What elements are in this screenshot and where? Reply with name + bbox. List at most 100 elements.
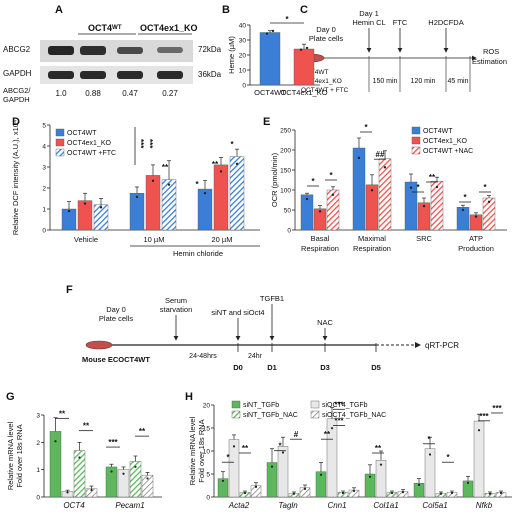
data-point xyxy=(305,46,309,50)
starvation-label: starvation xyxy=(160,305,193,314)
bar xyxy=(161,179,177,231)
time-150: 150 min xyxy=(373,78,398,85)
sig-label: * xyxy=(226,453,230,462)
x-tick-label: Production xyxy=(458,244,494,253)
band-abcg2-3 xyxy=(117,47,143,54)
y-tick-label: 200 xyxy=(280,148,291,155)
span2-label: 24hr xyxy=(248,353,263,360)
data-point xyxy=(99,206,103,209)
group-ko-label: OCT4ex1_KO xyxy=(140,23,198,33)
x-tick-label: OCT4 xyxy=(63,501,85,510)
sig-label: * xyxy=(329,171,333,180)
x-tick-label: Pecam1 xyxy=(115,501,144,510)
sig-label: *** xyxy=(479,412,489,421)
data-point xyxy=(401,491,405,494)
data-point xyxy=(488,492,492,495)
data-point xyxy=(203,191,207,195)
span1-label: 24-48hrs xyxy=(189,353,217,360)
sig-label: * xyxy=(483,183,487,192)
x-tick-label: ATP xyxy=(469,234,483,243)
ratio-label-line2: GAPDH xyxy=(3,95,30,104)
data-point xyxy=(254,485,258,488)
bar xyxy=(404,181,418,231)
x-tick-label: Col1a1 xyxy=(373,501,398,510)
bar xyxy=(293,48,315,86)
y-axis-label: Fold over 18s RNA xyxy=(15,424,24,487)
data-point xyxy=(265,32,269,35)
panel-letter: G xyxy=(6,391,15,403)
sig-label: * xyxy=(463,193,467,202)
bar xyxy=(213,164,229,231)
data-point xyxy=(243,491,247,495)
y-axis-label: Relative DCF intensity (A.U.), x10⁴ xyxy=(11,120,20,235)
sig-label: ** xyxy=(242,444,249,453)
data-point xyxy=(450,491,454,495)
y-tick-label: 30 xyxy=(239,38,247,45)
ratio-1: 1.0 xyxy=(55,89,67,98)
time-45: 45 min xyxy=(447,78,468,85)
band-gapdh-3 xyxy=(117,71,143,79)
bar xyxy=(197,188,213,231)
data-point xyxy=(331,193,335,196)
sig-label: * xyxy=(446,453,450,462)
data-point xyxy=(370,189,374,192)
data-point xyxy=(270,465,274,468)
x-tick-label: Nfkb xyxy=(476,501,493,510)
y-axis-label: Relative mRNA level xyxy=(188,416,197,485)
day0-label: Day 0 xyxy=(106,305,126,314)
data-point xyxy=(232,445,236,448)
sig-label: ** xyxy=(162,163,169,172)
band-abcg2-2 xyxy=(80,46,106,55)
data-point xyxy=(235,162,239,166)
qrt-label: qRT-PCR xyxy=(425,341,459,350)
legend-label: siOCT4_TGFb xyxy=(322,402,368,409)
data-point xyxy=(292,492,296,495)
y-tick-label: 2 xyxy=(36,440,40,447)
x-tick-label: 20 µM xyxy=(212,235,233,244)
legend-label: OCT4WT xyxy=(423,128,453,135)
dish-icon xyxy=(85,340,113,350)
chart-h: 0 5 10 15 20 H Relative mRNA level Fold over 18… xyxy=(185,391,512,510)
legend-swatch xyxy=(55,128,65,137)
data-point xyxy=(110,470,113,473)
data-point xyxy=(122,472,125,475)
sig-label: * xyxy=(278,442,282,451)
band-gapdh-4 xyxy=(157,71,183,79)
sig-label: * xyxy=(311,177,315,186)
sig-label: # xyxy=(294,430,299,439)
x-group-label: Hemin chloride xyxy=(173,249,223,258)
day-d5: D5 xyxy=(371,363,381,372)
sig-label: *** xyxy=(492,404,502,413)
x-tick-label: OCT4ex1_KO xyxy=(280,88,327,97)
data-point xyxy=(67,209,71,213)
panel-letter: A xyxy=(55,4,63,16)
sig-label: ** xyxy=(139,427,146,436)
sig-label: *** xyxy=(334,400,344,409)
x-tick-label: Tagln xyxy=(278,501,298,510)
y-tick-label: 1 xyxy=(36,467,40,474)
bar xyxy=(229,156,245,231)
legend-label: OCT4WT +NAC xyxy=(423,148,473,155)
x-tick-label: Respiration xyxy=(353,244,391,253)
x-tick-label: Maximal xyxy=(358,234,386,243)
day0-label: Day 0 xyxy=(316,25,336,34)
data-point xyxy=(221,479,225,482)
sig-label: * xyxy=(195,180,199,189)
y-axis-label: Relative mRNA level xyxy=(6,421,15,490)
data-point xyxy=(409,186,413,189)
legend-label: OCT4ex1_KO xyxy=(423,138,468,145)
bar xyxy=(228,439,240,498)
y-tick-label: 0 xyxy=(42,228,46,235)
bar xyxy=(277,446,289,498)
sig-label: * xyxy=(230,140,234,149)
chart-g: 0 1 2 3 G Relative mRNA level Fold over 18s RN… xyxy=(6,391,162,510)
y-tick-label: 3 xyxy=(36,413,40,420)
sig-label: ## xyxy=(376,150,385,159)
bar xyxy=(77,200,93,231)
data-point xyxy=(83,202,87,205)
sig-label: ** xyxy=(375,444,382,453)
y-tick-label: 150 xyxy=(280,168,291,175)
